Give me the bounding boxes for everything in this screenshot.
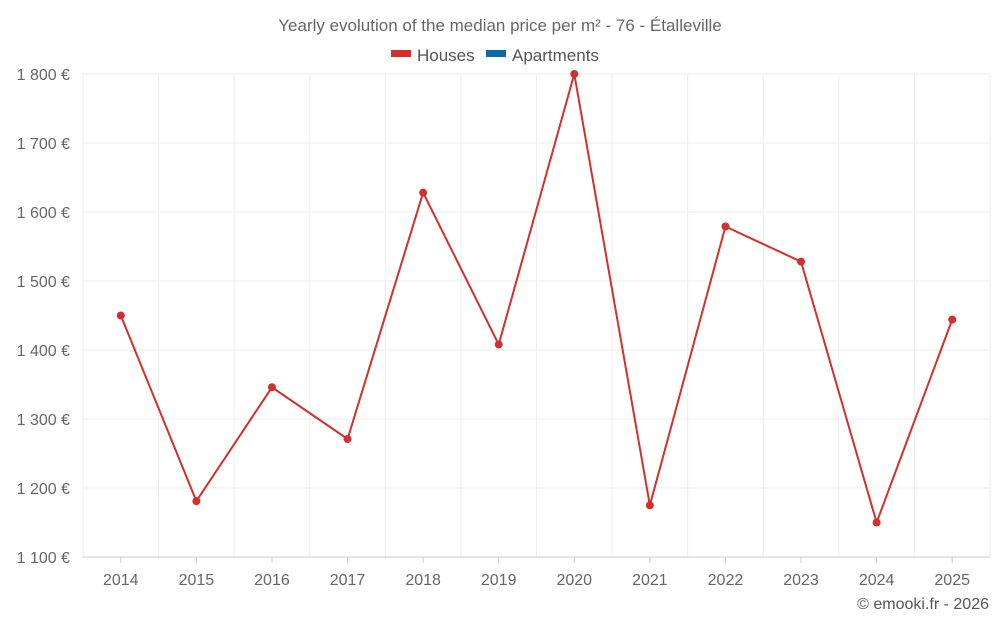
legend-swatch-houses (391, 50, 411, 57)
y-axis-ticks: 1 100 € 1 200 € 1 300 € 1 400 € 1 500 € 1 600… (17, 67, 70, 567)
x-tick-label: 2023 (783, 572, 819, 589)
legend-label-apartments: Apartments (512, 46, 599, 65)
series-layer (116, 70, 957, 527)
y-tick-label: 1 700 € (17, 136, 70, 153)
x-tick-label: 2020 (556, 572, 592, 589)
data-point[interactable] (116, 311, 125, 320)
x-gridlines (82, 74, 991, 557)
x-tick-label: 2022 (708, 572, 744, 589)
legend-label-houses: Houses (417, 46, 475, 65)
y-tick-label: 1 800 € (17, 67, 70, 84)
x-tick-label: 2024 (859, 572, 895, 589)
data-point[interactable] (872, 518, 881, 527)
data-point[interactable] (192, 497, 201, 506)
x-tick-label: 2018 (405, 572, 441, 589)
x-tick-label: 2017 (330, 572, 366, 589)
x-tick-label: 2014 (103, 572, 139, 589)
y-tick-label: 1 600 € (17, 205, 70, 222)
data-point[interactable] (721, 222, 730, 231)
data-point[interactable] (797, 257, 806, 266)
data-point[interactable] (570, 70, 579, 78)
data-point[interactable] (267, 383, 276, 392)
data-point[interactable] (494, 340, 503, 349)
y-tick-label: 1 300 € (17, 412, 70, 429)
data-point[interactable] (419, 188, 428, 197)
legend-item-houses[interactable]: Houses (391, 46, 475, 65)
data-point[interactable] (343, 435, 352, 444)
legend: Houses Apartments (391, 46, 599, 65)
legend-item-apartments[interactable]: Apartments (486, 46, 599, 65)
data-point[interactable] (948, 315, 957, 324)
x-tick-label: 2019 (481, 572, 517, 589)
x-tick-label: 2021 (632, 572, 668, 589)
y-tick-label: 1 100 € (17, 550, 70, 567)
y-tick-label: 1 500 € (17, 274, 70, 291)
legend-swatch-apartments (486, 50, 506, 57)
copyright-text: © emooki.fr - 2026 (857, 596, 989, 613)
x-tick-label: 2025 (934, 572, 970, 589)
chart-title: Yearly evolution of the median price per… (278, 16, 721, 35)
y-tick-label: 1 400 € (17, 343, 70, 360)
x-tick-label: 2015 (179, 572, 215, 589)
series-line-houses (119, 73, 954, 526)
x-tick-label: 2016 (254, 572, 290, 589)
data-point[interactable] (645, 501, 654, 510)
x-axis-ticks: 2014 2015 2016 2017 2018 2019 2020 2021 2022 2023… (103, 557, 970, 589)
y-tick-label: 1 200 € (17, 481, 70, 498)
